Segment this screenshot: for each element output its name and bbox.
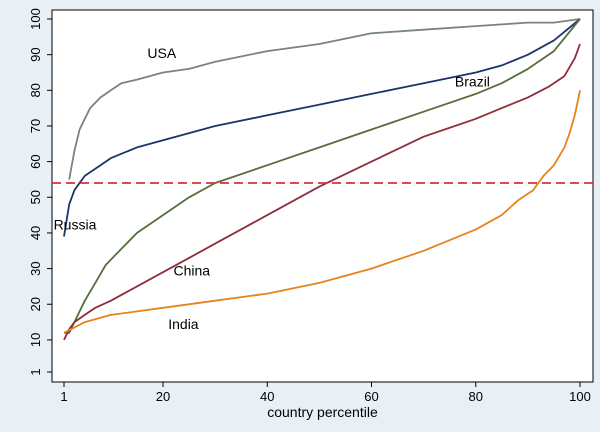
series-label-usa: USA (147, 45, 176, 61)
y-tick-label: 100 (28, 8, 43, 30)
series-line-india (63, 90, 581, 334)
y-tick-label: 20 (28, 297, 43, 311)
y-tick-label: 10 (28, 333, 43, 347)
series-label-india: India (168, 316, 199, 332)
x-tick-label: 80 (469, 389, 483, 404)
y-tick-label: 80 (28, 83, 43, 97)
series-label-russia: Russia (54, 216, 97, 232)
y-tick-label: 70 (28, 119, 43, 133)
x-tick-label: 1 (60, 389, 67, 404)
series-labels: USA Russia Brazil China India (54, 45, 490, 332)
y-tick-label: 30 (28, 261, 43, 275)
series-layer (63, 18, 581, 341)
series-line-usa (68, 18, 581, 180)
series-line-china (63, 43, 581, 341)
x-tick-label: 100 (569, 389, 591, 404)
series-line-brazil (64, 18, 581, 334)
x-axis-title: country percentile (267, 404, 378, 420)
plot-area (51, 9, 594, 383)
x-tick-label: 20 (156, 389, 170, 404)
series-label-brazil: Brazil (455, 74, 490, 90)
series-line-russia (63, 18, 581, 237)
x-tick-label: 40 (260, 389, 274, 404)
y-tick-label: 40 (28, 226, 43, 240)
y-tick-label: 90 (28, 47, 43, 61)
y-axis: 1 10 20 30 40 50 60 70 80 90 100 (28, 8, 52, 376)
y-tick-label: 60 (28, 154, 43, 168)
y-tick-label: 50 (28, 190, 43, 204)
y-tick-label: 1 (28, 368, 43, 375)
series-label-china: China (173, 263, 210, 279)
x-axis: 1 20 40 60 80 100 (60, 382, 591, 404)
x-tick-label: 60 (364, 389, 378, 404)
